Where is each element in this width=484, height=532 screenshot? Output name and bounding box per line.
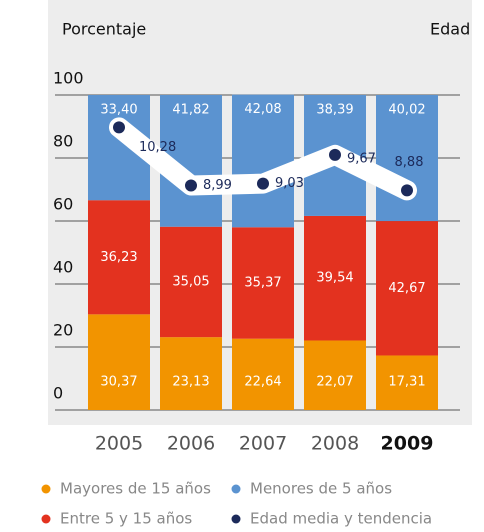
value-label: 9,03 [275, 176, 304, 191]
legend-label: Menores de 5 años [250, 480, 392, 498]
value-label: 35,37 [244, 275, 281, 290]
bar-segment [232, 227, 294, 339]
x-tick-label: 2007 [239, 433, 287, 455]
value-label: 36,23 [100, 250, 137, 265]
value-label: 30,37 [100, 375, 137, 390]
value-label: 17,31 [388, 375, 425, 390]
trend-point [113, 121, 125, 134]
bar-segment [304, 340, 366, 410]
value-label: 22,07 [316, 375, 353, 390]
bar-segment [376, 355, 438, 410]
x-tick-label: 2006 [167, 433, 215, 455]
value-label: 38,39 [316, 103, 353, 118]
value-label: 22,64 [244, 375, 281, 390]
bar-segment [88, 200, 150, 315]
value-label: 35,05 [172, 274, 209, 289]
y-tick-label: 0 [53, 384, 63, 403]
value-label: 23,13 [172, 375, 209, 390]
bar-segment [232, 338, 294, 410]
legend-marker [41, 484, 51, 494]
legend-marker [41, 514, 51, 524]
bar-segment [304, 215, 366, 341]
trend-point [185, 179, 197, 192]
bar-segment [88, 314, 150, 410]
y-tick-label: 20 [53, 321, 73, 340]
y-tick-label: 80 [53, 132, 73, 151]
trend-point [257, 177, 269, 190]
value-label: 41,82 [172, 103, 209, 118]
y-tick-label: 100 [53, 69, 84, 88]
y-tick-label: 40 [53, 258, 73, 277]
bar-segment [232, 94, 294, 228]
legend-label: Mayores de 15 años [60, 480, 211, 498]
value-label: 8,99 [203, 178, 232, 193]
value-label: 39,54 [316, 271, 353, 286]
legend-marker [231, 484, 241, 494]
y-tick-label: 60 [53, 195, 73, 214]
x-tick-label: 2008 [311, 433, 359, 455]
x-tick-label: 2005 [95, 433, 143, 455]
value-label: 8,88 [395, 155, 424, 170]
bar-segment [160, 226, 222, 338]
legend-label: Edad media y tendencia [250, 510, 432, 528]
value-label: 10,28 [139, 140, 176, 155]
value-label: 42,08 [244, 102, 281, 117]
y2-axis-label: Edad [430, 20, 470, 39]
trend-point [329, 148, 341, 161]
value-label: 9,67 [347, 151, 376, 166]
bar-segment [160, 337, 222, 410]
trend-point [401, 184, 413, 197]
x-tick-label: 2009 [381, 433, 434, 455]
bar-segment [376, 221, 438, 356]
value-label: 42,67 [388, 281, 425, 296]
value-label: 40,02 [388, 103, 425, 118]
legend-label: Entre 5 y 15 años [60, 510, 192, 528]
y-axis-label: Porcentaje [62, 20, 146, 39]
legend-marker [231, 514, 241, 524]
value-label: 33,40 [100, 103, 137, 118]
